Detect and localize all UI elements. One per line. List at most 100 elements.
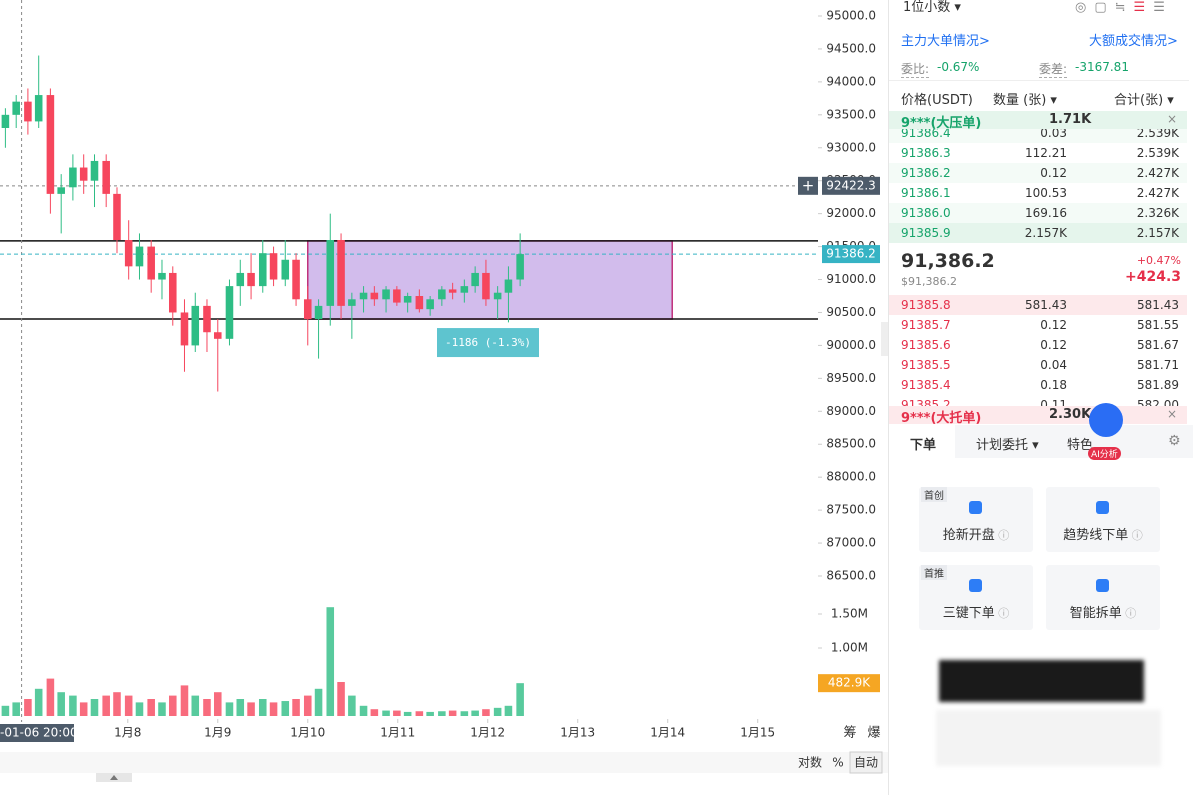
tab-special[interactable]: 特色 bbox=[1067, 438, 1094, 453]
book-row[interactable]: 91386.4 0.03 2.539K bbox=[889, 129, 1187, 143]
collapse-arrow bbox=[110, 775, 118, 780]
measure-label-bg bbox=[437, 328, 539, 358]
help-icon[interactable]: ⓘ bbox=[994, 529, 1010, 542]
volume-bar bbox=[158, 702, 166, 716]
card-text: 智能拆单 ⓘ bbox=[1046, 602, 1160, 621]
book-row[interactable]: 91386.0 169.16 2.326K bbox=[889, 203, 1187, 223]
y-tick-label: 91000.0 bbox=[826, 272, 876, 286]
help-icon[interactable]: ⓘ bbox=[1121, 607, 1137, 620]
feature-card[interactable]: 智能拆单 ⓘ bbox=[1046, 565, 1160, 630]
book-row[interactable]: 91386.2 0.12 2.427K bbox=[889, 163, 1187, 183]
help-icon[interactable]: ⓘ bbox=[994, 607, 1010, 620]
volume-bar bbox=[258, 699, 267, 716]
volume-bar bbox=[359, 705, 368, 716]
candle-body bbox=[147, 246, 155, 280]
book-qty: 0.12 bbox=[1040, 166, 1067, 180]
candle-body bbox=[69, 167, 77, 188]
feature-card[interactable]: 首推 三键下单 ⓘ bbox=[919, 565, 1033, 630]
y-tick-label: 90000.0 bbox=[826, 338, 876, 352]
candle-body bbox=[46, 95, 55, 194]
auto-button-bg[interactable] bbox=[849, 751, 883, 774]
divider bbox=[889, 80, 1189, 81]
book-price: 91385.6 bbox=[901, 338, 951, 352]
volume-bar bbox=[236, 699, 245, 716]
book-row[interactable]: 91386.1 100.53 2.427K bbox=[889, 183, 1187, 203]
feature-card[interactable]: 趋势线下单 ⓘ bbox=[1046, 487, 1160, 552]
candle-body bbox=[326, 240, 335, 306]
volume-bar bbox=[438, 711, 446, 716]
mid-price: 91,386.2 bbox=[901, 250, 995, 272]
bid-banner-label: 9***(大托单) bbox=[901, 411, 982, 426]
link-big-orders[interactable]: 主力大单情况> bbox=[901, 34, 990, 49]
close-icon[interactable]: × bbox=[1167, 407, 1178, 421]
card-icon bbox=[969, 501, 982, 514]
side-toggle[interactable] bbox=[881, 322, 888, 356]
volume-bar bbox=[34, 688, 43, 716]
ask-banner: 9***(大压单) 1.71K × bbox=[889, 111, 1187, 131]
crosshair-x-label: 5-01-06 20:00 bbox=[0, 726, 78, 740]
help-icon[interactable]: ⓘ bbox=[1128, 529, 1143, 542]
book-row[interactable]: 91385.4 0.18 581.89 bbox=[889, 375, 1187, 395]
link-large-trades[interactable]: 大额成交情况> bbox=[1089, 34, 1178, 49]
volume-bar bbox=[147, 699, 155, 716]
precision-select[interactable]: 1位小数 ▾ bbox=[903, 0, 961, 15]
y-tick-label: 90500.0 bbox=[826, 305, 876, 319]
y-tick-label: 89500.0 bbox=[826, 371, 876, 385]
book-row[interactable]: 91385.2 0.11 582.00 bbox=[889, 395, 1187, 406]
book-price: 91385.8 bbox=[901, 298, 951, 312]
candle-body bbox=[113, 193, 121, 240]
book-total: 581.55 bbox=[1137, 318, 1179, 332]
header-total-text: 合计(张) bbox=[1114, 93, 1164, 108]
volume-bar bbox=[303, 695, 312, 716]
volume-bar bbox=[24, 699, 32, 716]
book-row[interactable]: 91385.6 0.12 581.67 bbox=[889, 335, 1187, 355]
book-qty: 100.53 bbox=[1025, 186, 1067, 200]
volume-bar bbox=[90, 699, 99, 716]
volume-bar bbox=[135, 702, 144, 716]
candle-body bbox=[12, 101, 20, 115]
book-row[interactable]: 91385.7 0.12 581.55 bbox=[889, 315, 1187, 335]
book-row[interactable]: 91386.3 112.21 2.539K bbox=[889, 143, 1187, 163]
card-icon bbox=[969, 579, 982, 592]
card-label: 智能拆单 bbox=[1069, 606, 1122, 621]
tab-order[interactable]: 下单 bbox=[910, 438, 937, 453]
candle-body bbox=[359, 292, 368, 300]
ai-robot[interactable] bbox=[1089, 403, 1123, 437]
candle-body bbox=[135, 246, 144, 267]
volume-bar bbox=[482, 709, 490, 716]
book-price: 91386.3 bbox=[901, 146, 951, 160]
candle-body bbox=[504, 279, 513, 293]
last-price-tag bbox=[822, 245, 880, 264]
candle-body bbox=[370, 292, 379, 300]
volume-bar bbox=[460, 711, 469, 716]
volume-bar bbox=[382, 710, 390, 716]
ratio-label: 委比: bbox=[901, 62, 930, 78]
toolbar-icons[interactable]: ◎▢≒☰☰ bbox=[1075, 0, 1173, 15]
ai-badge[interactable]: AI分析 bbox=[1088, 447, 1121, 460]
card-icon bbox=[1096, 501, 1109, 514]
tab-plan[interactable]: 计划委托 ▾ bbox=[976, 438, 1039, 453]
book-row[interactable]: 91385.8 581.43 581.43 bbox=[889, 295, 1187, 315]
feature-card[interactable]: 首创 抢新开盘 ⓘ bbox=[919, 487, 1033, 552]
close-icon[interactable]: × bbox=[1167, 112, 1178, 126]
candle-body bbox=[448, 289, 457, 293]
header-total[interactable]: 合计(张) ▾ bbox=[1114, 93, 1174, 108]
candle-body bbox=[438, 289, 446, 300]
candle-body bbox=[34, 95, 43, 122]
change-pct: +0.47% bbox=[1136, 254, 1181, 267]
book-row[interactable]: 91385.5 0.04 581.71 bbox=[889, 355, 1187, 375]
candle-body bbox=[213, 332, 222, 339]
book-price: 91386.4 bbox=[901, 129, 951, 140]
book-row[interactable]: 91385.9 2.157K 2.157K bbox=[889, 223, 1187, 243]
volume-bar bbox=[203, 699, 211, 716]
header-qty-text: 数量 (张) bbox=[993, 93, 1047, 108]
volume-bar bbox=[46, 678, 55, 716]
candle-body bbox=[415, 296, 424, 310]
crosshair-y-label: 92422.3 bbox=[826, 178, 876, 192]
measure-label: -1186 (-1.3%) bbox=[445, 336, 531, 349]
header-qty[interactable]: 数量 (张) ▾ bbox=[993, 93, 1057, 108]
blurred-banner bbox=[939, 660, 1144, 702]
settings-icon[interactable]: ⚙ bbox=[1168, 433, 1181, 449]
book-price: 91386.1 bbox=[901, 186, 951, 200]
candle-body bbox=[393, 289, 401, 303]
